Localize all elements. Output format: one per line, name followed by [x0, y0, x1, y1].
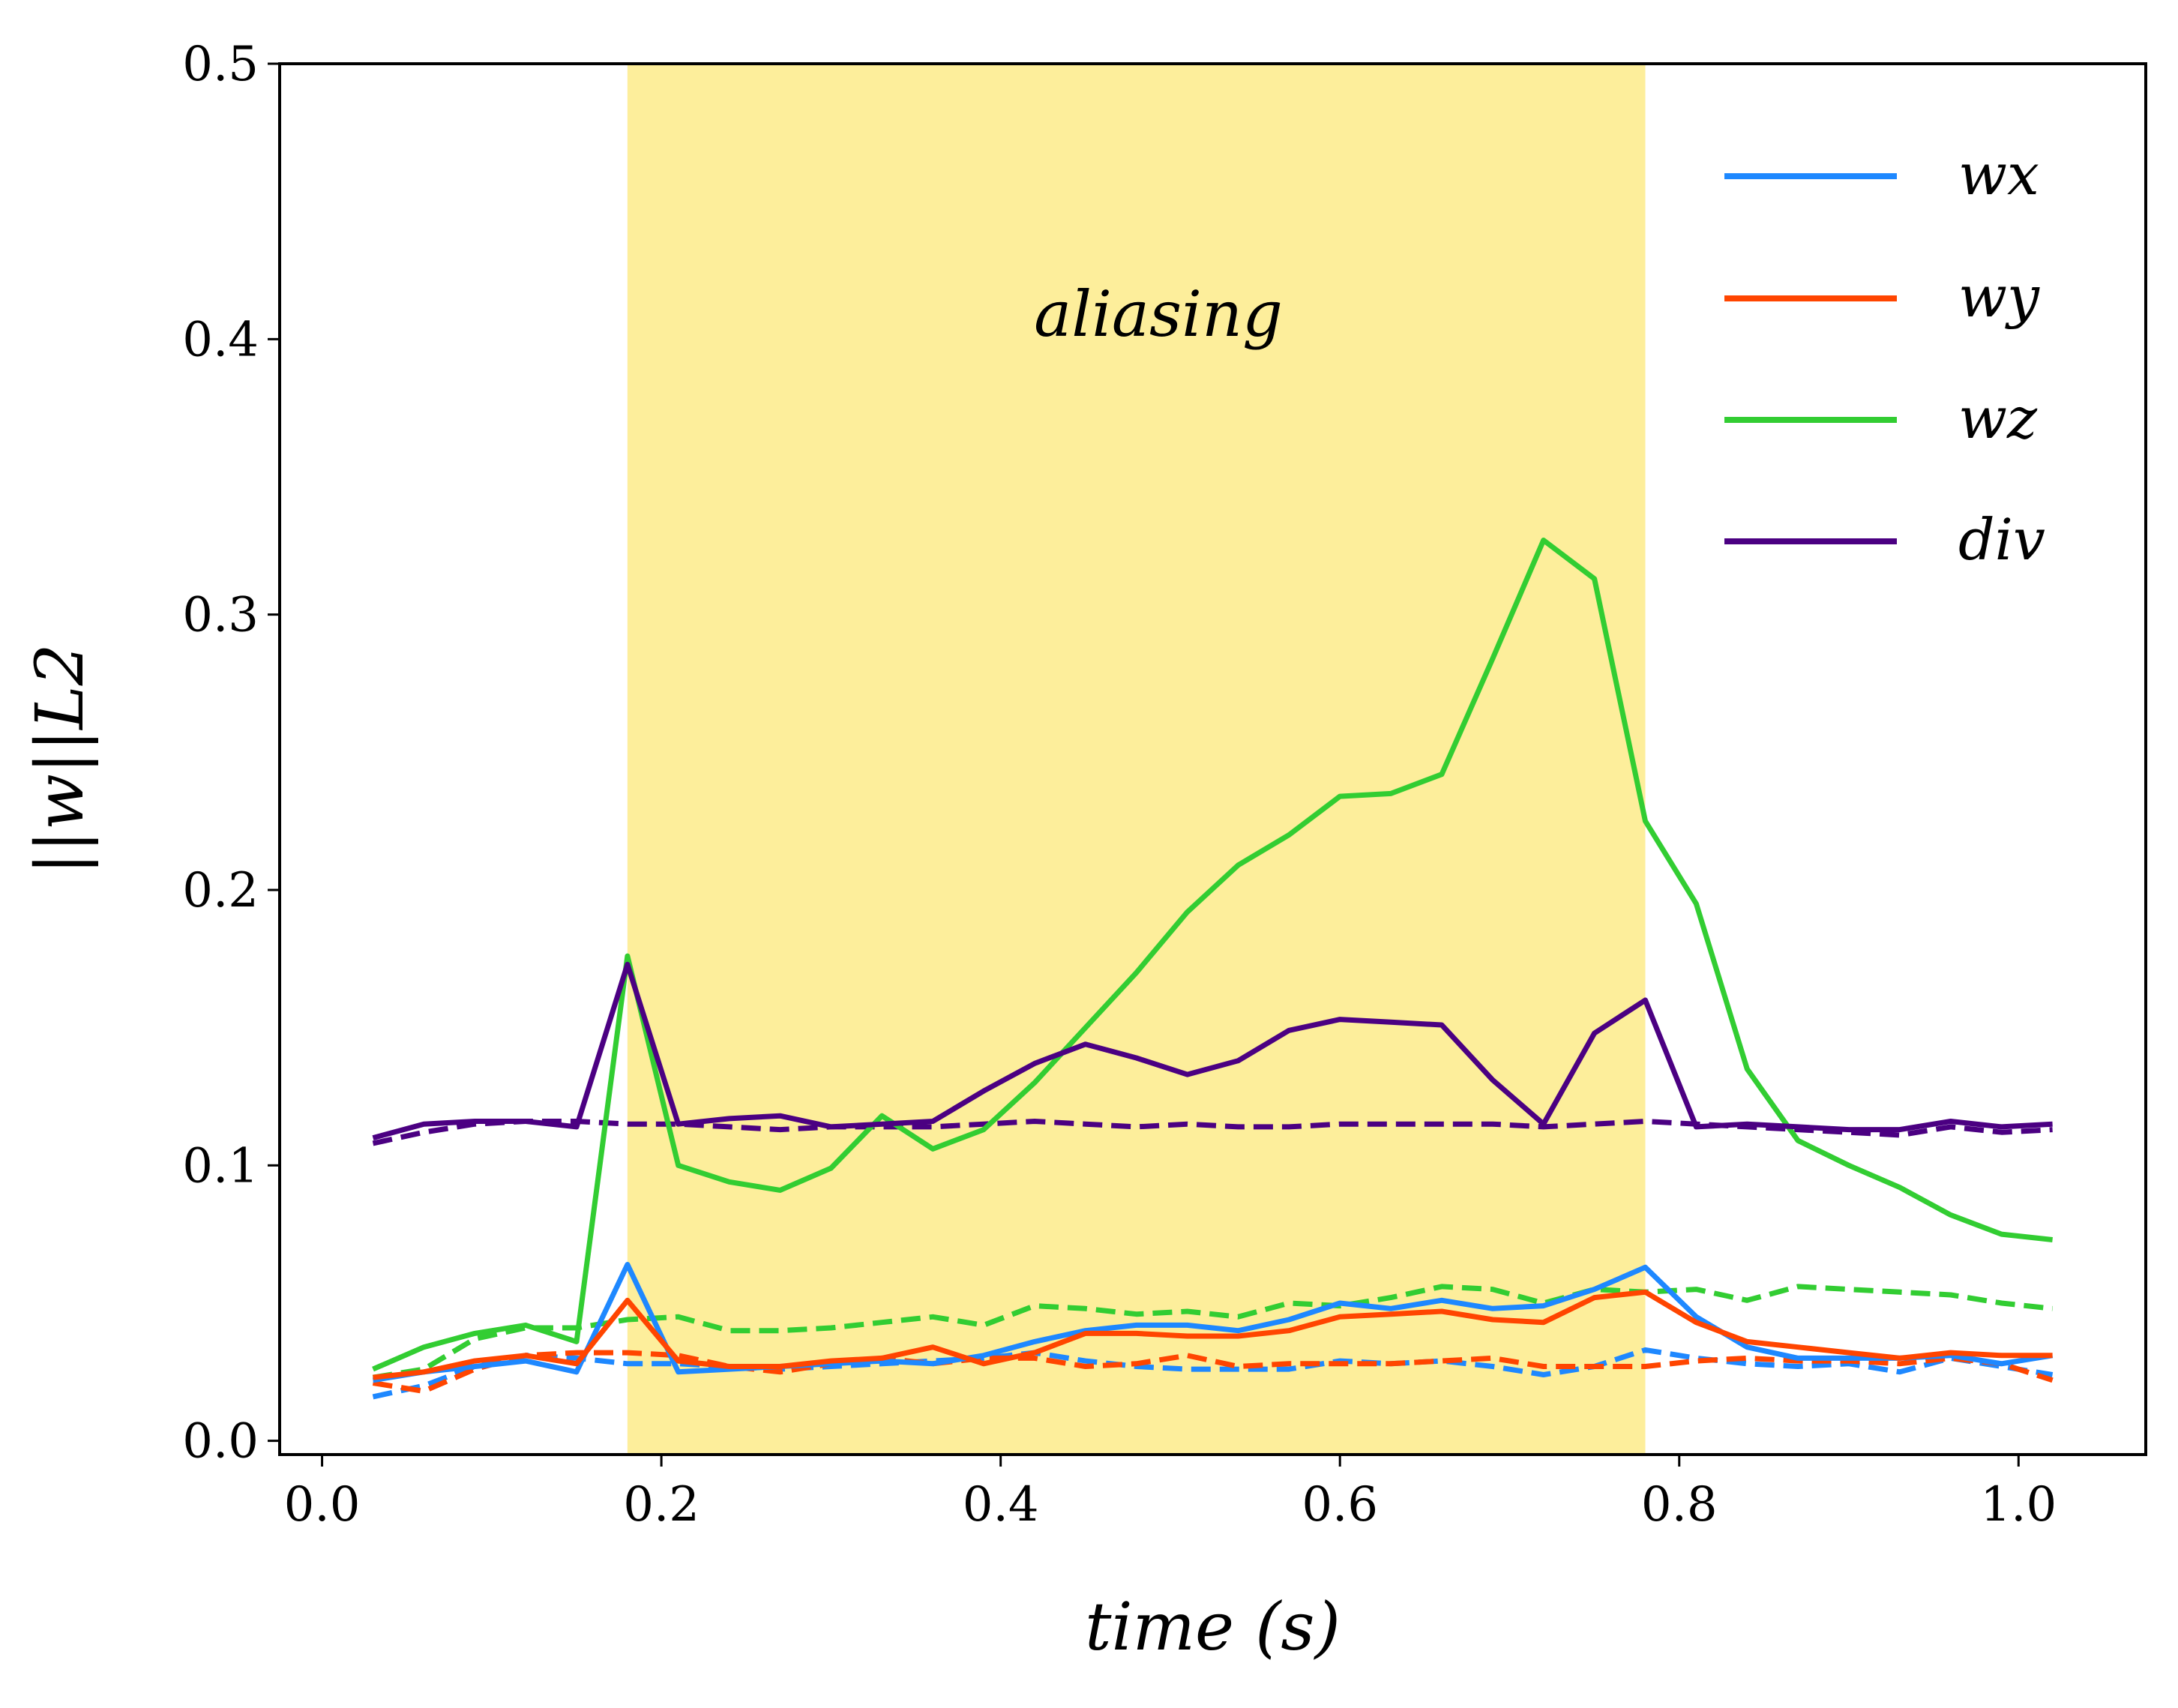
- series-wz-solid: [372, 538, 2053, 1372]
- legend-label-div: div: [1958, 506, 2045, 573]
- series-wx-dashed: [372, 1347, 2054, 1400]
- plot-frame: [278, 62, 2147, 1456]
- x-tick-label: 0.4: [963, 1477, 1039, 1533]
- y-axis-label: ||w||L2: [21, 643, 98, 874]
- aliasing-label: aliasing: [1034, 277, 1283, 351]
- series-div-dashed: [372, 1119, 2053, 1146]
- x-tick-label: 0.6: [1302, 1477, 1378, 1533]
- x-axis-label: time (s): [1085, 1588, 1341, 1665]
- y-tick-label: 0.2: [182, 863, 259, 918]
- aliasing-region: [627, 64, 1646, 1455]
- x-tick-label: 0.2: [623, 1477, 700, 1533]
- series-wy-dashed: [372, 1350, 2054, 1394]
- y-tick-label: 0.5: [182, 37, 259, 92]
- x-tick-label: 0.8: [1641, 1477, 1718, 1533]
- legend-label-wy: wy: [1958, 263, 2040, 330]
- legend: wx wy wz div: [1724, 141, 2045, 573]
- legend-label-wz: wz: [1958, 385, 2038, 451]
- legend-label-wx: wx: [1958, 141, 2039, 208]
- series-wy-solid: [373, 1289, 2053, 1380]
- x-tick-label: 1.0: [1980, 1477, 2057, 1533]
- y-tick-label: 0.4: [182, 312, 259, 367]
- x-axis: 0.0 0.2 0.4 0.6 0.8 1.0: [284, 1455, 2057, 1533]
- y-axis: 0.0 0.1 0.2 0.3 0.4 0.5: [182, 37, 280, 1470]
- y-tick-label: 0.0: [182, 1414, 259, 1470]
- series-layer: [372, 538, 2054, 1400]
- y-tick-label: 0.3: [182, 588, 259, 643]
- series-div-solid: [372, 961, 2053, 1140]
- y-tick-label: 0.1: [182, 1138, 259, 1194]
- series-wx-solid: [372, 1262, 2054, 1383]
- x-tick-label: 0.0: [284, 1477, 361, 1533]
